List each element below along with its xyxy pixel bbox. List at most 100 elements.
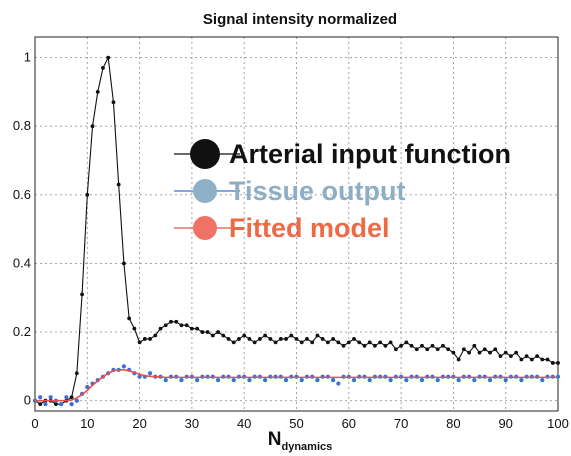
y-tick-label: 1 bbox=[24, 50, 31, 65]
legend-marker bbox=[193, 179, 217, 203]
legend-item: Tissue output bbox=[174, 176, 406, 206]
data-point bbox=[64, 395, 69, 400]
data-point bbox=[535, 354, 539, 358]
data-point bbox=[69, 395, 74, 400]
data-point bbox=[430, 343, 435, 348]
x-tick-label: 0 bbox=[31, 416, 38, 431]
series-tissue-output bbox=[32, 364, 561, 407]
data-point bbox=[116, 182, 121, 187]
data-point bbox=[169, 319, 173, 324]
data-point bbox=[294, 337, 299, 341]
data-point bbox=[142, 337, 147, 341]
data-point bbox=[38, 395, 43, 400]
data-point bbox=[137, 374, 142, 379]
data-point bbox=[215, 378, 221, 383]
data-point bbox=[550, 361, 555, 365]
chart-title: Signal intensity normalized bbox=[203, 11, 397, 28]
data-point bbox=[263, 378, 268, 383]
data-point bbox=[519, 378, 524, 383]
data-point bbox=[195, 378, 200, 383]
grid bbox=[34, 37, 559, 411]
legend-item: Fitted model bbox=[174, 213, 390, 243]
data-point bbox=[158, 326, 163, 331]
x-tick-label: 100 bbox=[547, 416, 569, 431]
plot-frame bbox=[34, 36, 559, 412]
data-point bbox=[493, 347, 498, 352]
series-line bbox=[35, 369, 558, 402]
legend-label: Tissue output bbox=[229, 176, 406, 206]
y-axis-ticks: 0 0.2 0.4 0.6 0.8 1 bbox=[13, 50, 31, 408]
y-tick-label: 0.4 bbox=[13, 255, 31, 270]
data-point bbox=[482, 347, 487, 352]
legend-marker bbox=[190, 139, 220, 169]
data-point bbox=[148, 337, 152, 341]
legend-marker bbox=[193, 216, 217, 240]
data-point bbox=[331, 337, 336, 341]
legend-label: Fitted model bbox=[229, 213, 390, 243]
data-point bbox=[111, 100, 116, 105]
data-point bbox=[179, 323, 184, 328]
data-point bbox=[315, 378, 320, 383]
x-tick-label: 40 bbox=[237, 416, 251, 431]
data-point bbox=[373, 343, 377, 348]
data-point bbox=[90, 124, 95, 129]
data-point bbox=[179, 378, 184, 383]
data-point bbox=[451, 350, 456, 355]
x-tick-label: 90 bbox=[498, 416, 512, 431]
data-point bbox=[190, 326, 194, 331]
data-point bbox=[43, 402, 48, 407]
x-axis-label-subscript: dynamics bbox=[281, 441, 332, 453]
data-point bbox=[147, 371, 153, 376]
x-axis-ticks: 0 10 20 30 40 50 60 70 80 90 100 bbox=[31, 416, 568, 431]
data-point bbox=[163, 323, 168, 328]
data-point bbox=[351, 378, 357, 383]
data-point bbox=[367, 340, 372, 345]
data-point bbox=[237, 337, 241, 341]
x-tick-label: 50 bbox=[289, 416, 303, 431]
data-point bbox=[195, 326, 200, 331]
data-point bbox=[127, 316, 132, 321]
data-point bbox=[69, 402, 74, 407]
data-point bbox=[299, 378, 304, 383]
data-point bbox=[252, 340, 257, 345]
data-point bbox=[341, 343, 346, 348]
data-point bbox=[216, 330, 220, 334]
data-point bbox=[38, 402, 43, 407]
data-point bbox=[388, 340, 393, 345]
data-point bbox=[289, 333, 294, 338]
data-point bbox=[95, 90, 100, 94]
data-point bbox=[346, 340, 351, 345]
data-point bbox=[336, 340, 341, 345]
data-point bbox=[420, 343, 424, 348]
y-tick-label: 0.2 bbox=[13, 324, 31, 339]
data-point bbox=[362, 343, 367, 348]
data-point bbox=[80, 292, 84, 297]
data-point bbox=[472, 343, 477, 348]
data-point bbox=[409, 343, 414, 348]
data-point bbox=[299, 340, 304, 345]
data-point bbox=[461, 347, 466, 352]
data-point bbox=[404, 378, 409, 383]
data-point bbox=[74, 398, 79, 403]
legend: Arterial input function Tissue output Fitt… bbox=[174, 139, 511, 243]
data-point bbox=[226, 337, 231, 341]
data-point bbox=[545, 357, 550, 362]
data-point bbox=[210, 333, 215, 338]
data-point bbox=[205, 330, 210, 334]
data-point bbox=[488, 350, 492, 355]
data-point bbox=[498, 354, 503, 358]
x-axis-label-main: N bbox=[268, 429, 282, 450]
data-point bbox=[263, 333, 268, 338]
data-point bbox=[231, 340, 236, 345]
legend-label: Arterial input function bbox=[229, 139, 511, 169]
data-point bbox=[184, 323, 189, 328]
data-point bbox=[305, 337, 309, 341]
data-point bbox=[257, 337, 262, 341]
x-tick-label: 30 bbox=[185, 416, 199, 431]
data-point bbox=[503, 350, 508, 355]
data-point bbox=[419, 378, 425, 383]
data-point bbox=[85, 192, 90, 197]
data-point bbox=[425, 347, 430, 352]
data-point bbox=[393, 347, 398, 352]
